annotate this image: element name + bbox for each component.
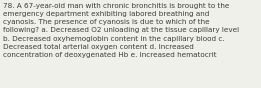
Text: 78. A 67-year-old man with chronic bronchitis is brought to the
emergency depart: 78. A 67-year-old man with chronic bronc… [3, 3, 239, 58]
